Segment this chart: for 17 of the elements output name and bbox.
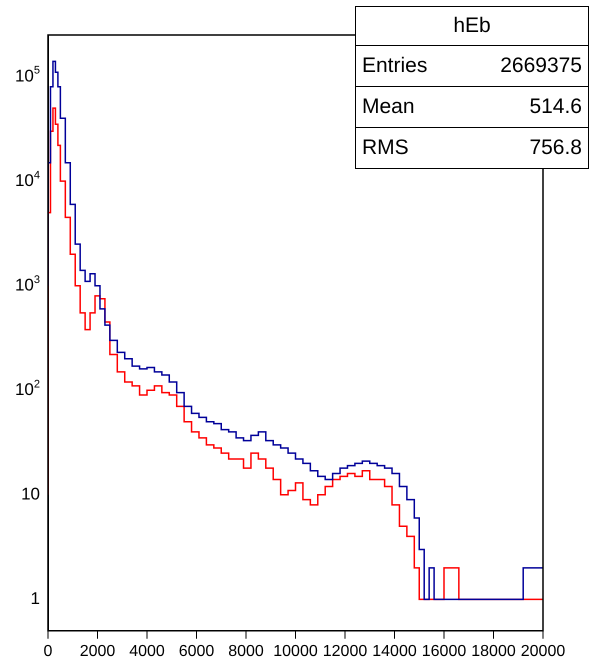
y-tick-label: 10 — [21, 484, 40, 504]
text: RMS 756.8 — [362, 136, 582, 159]
text: Entries 2669375 — [362, 54, 582, 77]
x-tick-label: 0 — [44, 642, 53, 660]
x-tick-label: 2000 — [80, 642, 116, 660]
x-tick-label: 14000 — [372, 642, 417, 660]
x-tick-label: 20000 — [520, 642, 566, 660]
annotation: hEb — [452, 13, 492, 39]
x-tick-label: 8000 — [228, 642, 264, 660]
x-tick-label: 18000 — [471, 642, 516, 660]
text: Mean 514.6 — [362, 95, 582, 118]
x-tick-label: 10000 — [273, 642, 318, 660]
x-tick-label: 16000 — [422, 642, 466, 660]
y-tick-label: 1 — [30, 589, 40, 608]
x-tick-label: 12000 — [322, 642, 368, 660]
x-tick-label: 4000 — [129, 642, 165, 660]
x-tick-label: 6000 — [178, 642, 214, 660]
